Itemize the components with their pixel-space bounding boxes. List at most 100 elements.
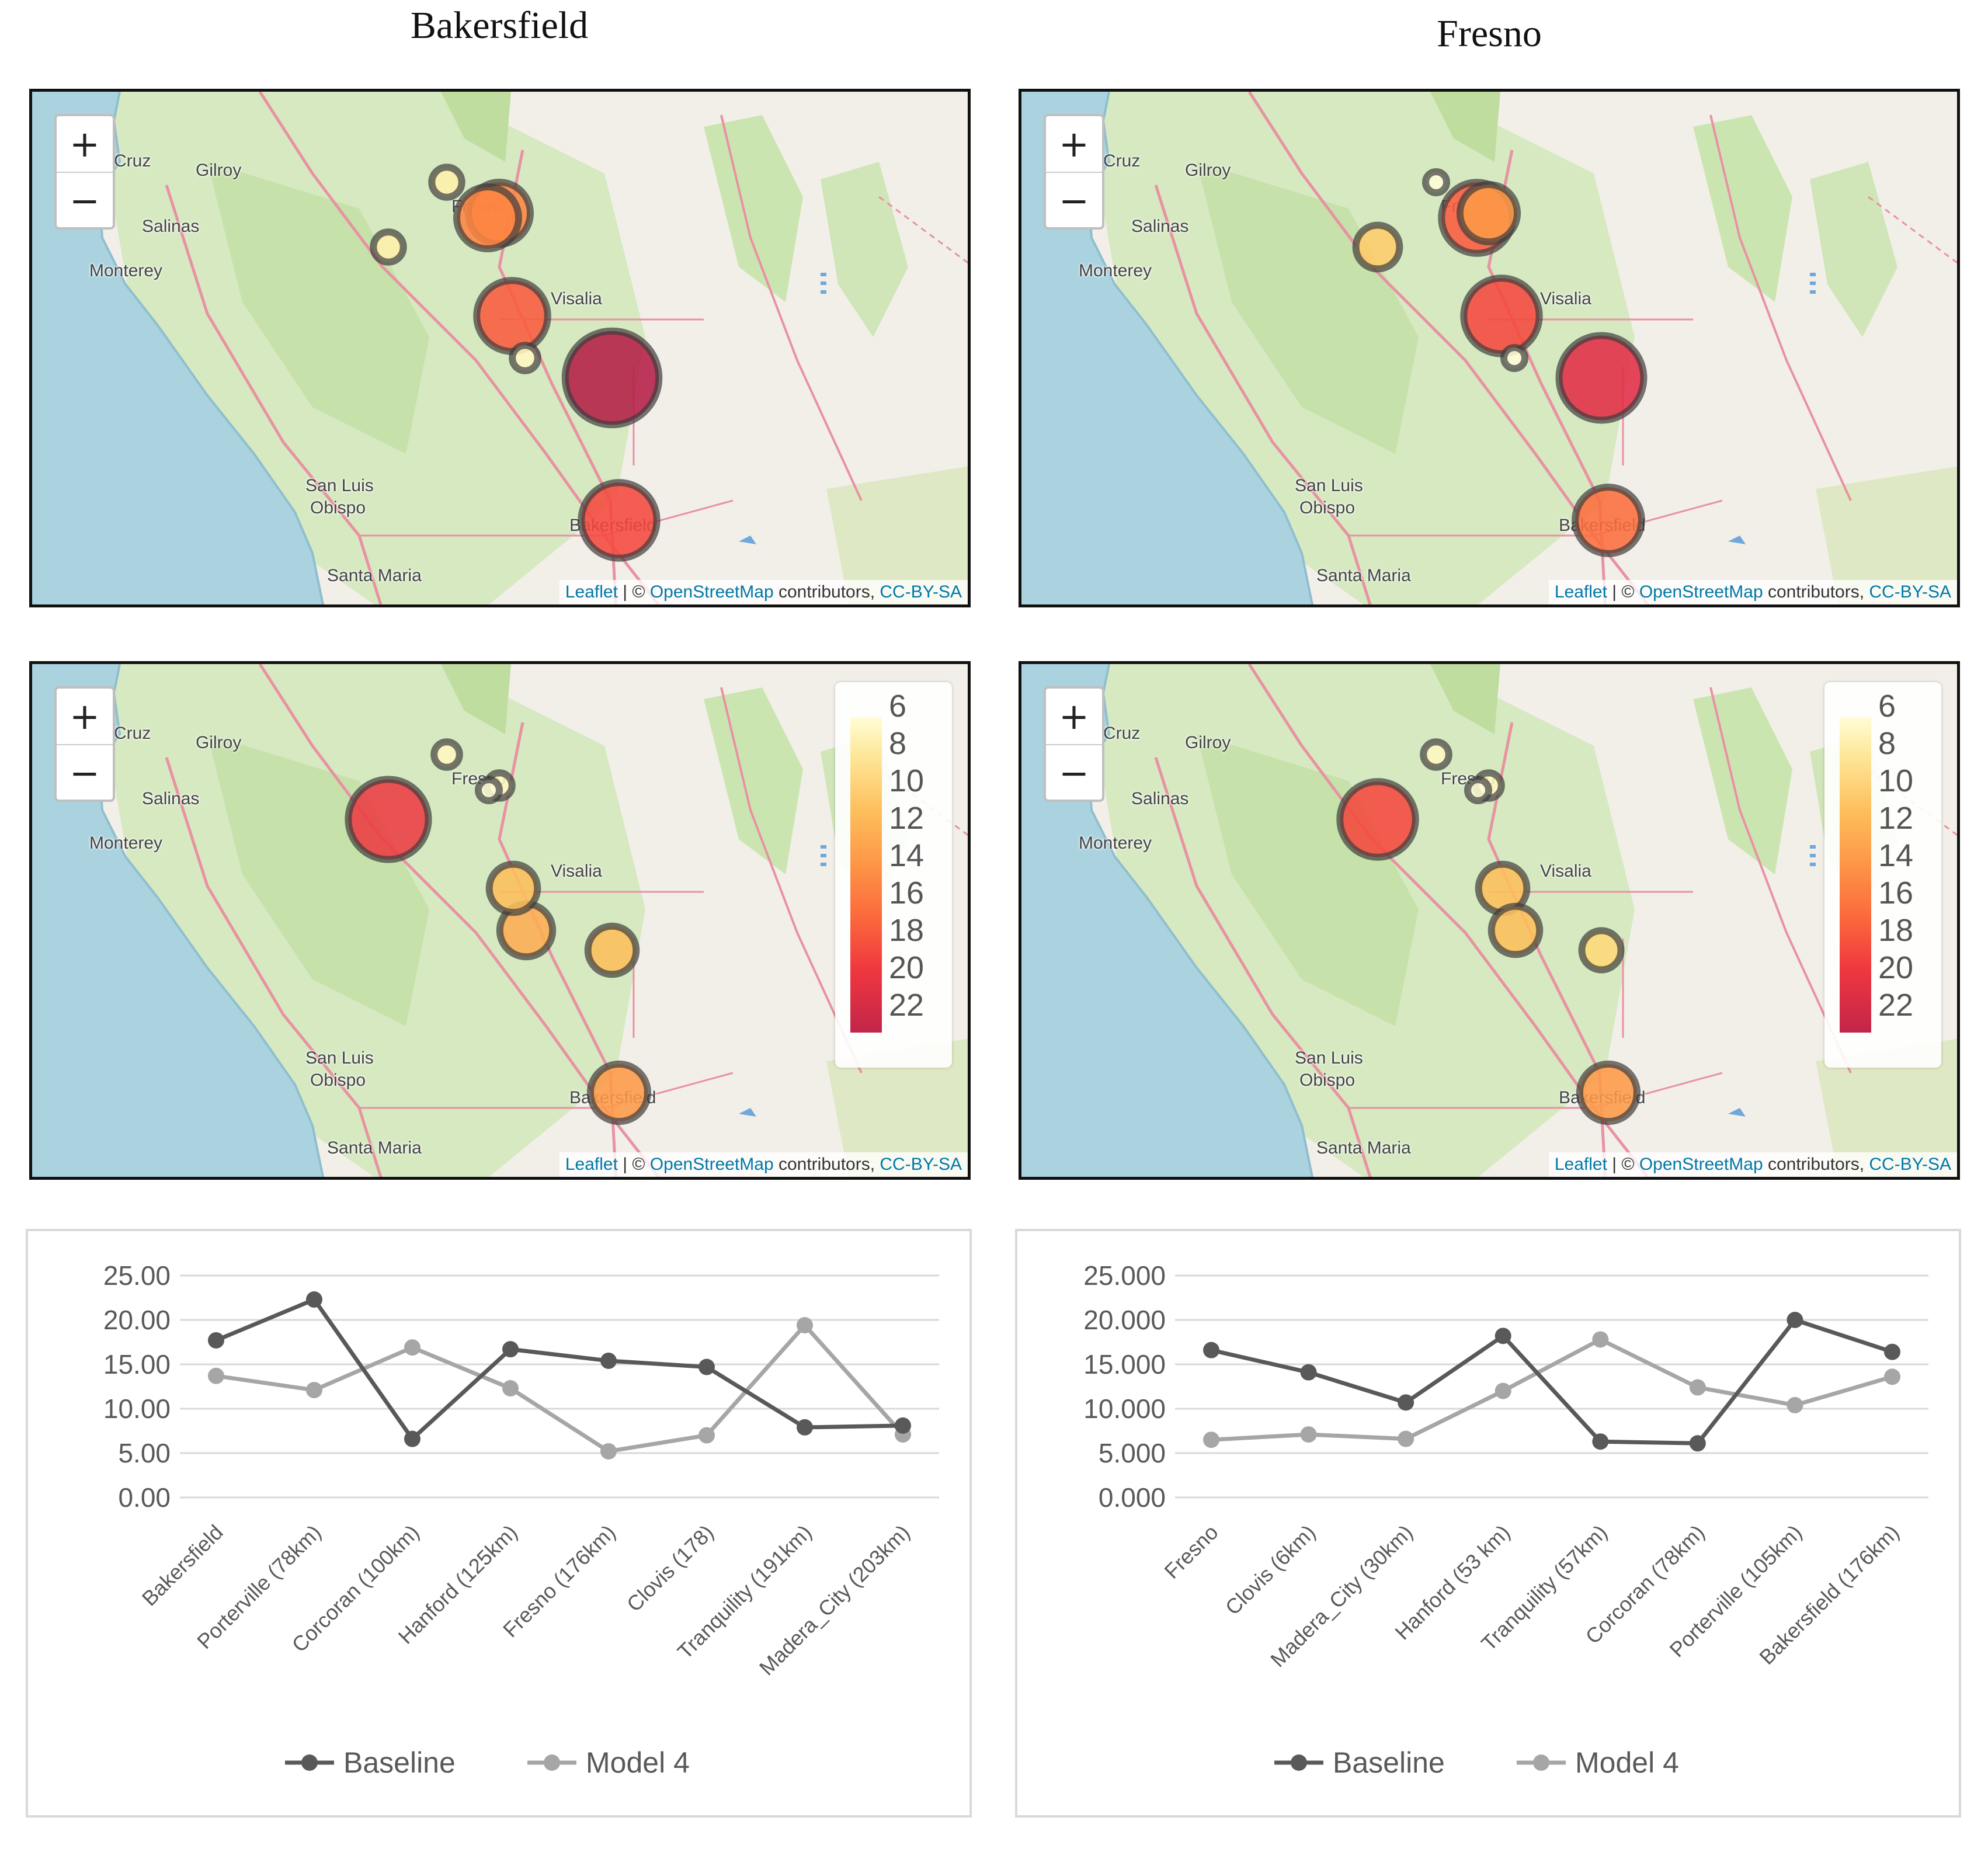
place-label: Gilroy (196, 733, 242, 752)
map-fresno-baseline[interactable]: Cruz Gilroy Salinas Monterey Visalia Fre… (1019, 89, 1960, 607)
legend-label: 22 (1878, 988, 1914, 1023)
license-link[interactable]: CC-BY-SA (880, 582, 962, 602)
line-chart-bakersfield: 0.00 5.00 10.00 15.00 20.00 25.00 Bakersfield P… (26, 1229, 972, 1818)
zoom-out-button[interactable]: − (69, 179, 100, 222)
leaflet-link[interactable]: Leaflet (565, 1155, 618, 1174)
data-point (1203, 1431, 1219, 1448)
leaflet-link[interactable]: Leaflet (1554, 1155, 1607, 1174)
place-label: Santa Maria (327, 1138, 422, 1158)
leaflet-link[interactable]: Leaflet (565, 582, 618, 602)
station-bubble-madera_city[interactable] (1420, 738, 1452, 771)
data-point (404, 1339, 420, 1356)
attribution-sep: | © (617, 1155, 650, 1174)
series-line-baseline (215, 1297, 903, 1442)
column-title-fresno: Fresno (1437, 12, 1542, 55)
station-bubble-madera_city[interactable] (370, 228, 407, 266)
license-link[interactable]: CC-BY-SA (880, 1155, 962, 1174)
license-link[interactable]: CC-BY-SA (1869, 1155, 1951, 1174)
x-tick-label: Clovis (6km) (1221, 1520, 1320, 1620)
zoom-out-button[interactable]: − (1059, 179, 1089, 222)
place-label: Visalia (551, 861, 602, 881)
station-bubble-bakersfield[interactable] (586, 1060, 652, 1125)
station-bubble-bakersfield[interactable] (1572, 484, 1645, 557)
station-bubble-fresno[interactable] (453, 183, 522, 252)
place-label: San Luis (305, 476, 374, 495)
line-chart-fresno: 0.000 5.000 10.000 15.000 20.000 25.000 Fresno… (1015, 1229, 1961, 1818)
data-point (502, 1380, 519, 1397)
station-bubble-hanford[interactable] (1460, 275, 1543, 357)
data-point (208, 1332, 224, 1349)
place-label: Monterey (89, 833, 163, 853)
station-bubble-madera_city[interactable] (1352, 221, 1403, 273)
series-line-model-4 (216, 1322, 905, 1454)
y-tick-label: 0.00 (118, 1482, 171, 1513)
attribution-contrib: contributors, (1763, 1155, 1869, 1174)
legend-label: Baseline (1333, 1746, 1445, 1779)
data-point (797, 1317, 813, 1334)
station-bubble-tranquility[interactable] (428, 164, 465, 201)
zoom-in-button[interactable]: + (1046, 689, 1102, 745)
data-point (1398, 1394, 1414, 1411)
station-bubble-bakersfield[interactable] (578, 479, 661, 562)
station-bubble-corcoran[interactable] (509, 342, 541, 374)
data-point (1300, 1364, 1317, 1381)
map-basemap[interactable] (32, 92, 971, 607)
station-bubble-tranquility[interactable] (1336, 778, 1419, 861)
station-bubble-porterville[interactable] (561, 327, 663, 429)
osm-link[interactable]: OpenStreetMap (649, 582, 774, 602)
station-bubble-clovis[interactable] (1456, 180, 1521, 246)
y-tick-label: 15.00 (103, 1349, 171, 1380)
data-point (797, 1419, 813, 1436)
x-tick-label: Bakersfield (137, 1520, 228, 1611)
color-legend: 6 8 10 12 14 16 18 20 22 (1824, 682, 1941, 1068)
station-bubble-tranquility[interactable] (345, 776, 432, 863)
legend-label: 8 (889, 726, 907, 761)
osm-link[interactable]: OpenStreetMap (1639, 1155, 1763, 1174)
station-bubble-fresno[interactable] (475, 776, 503, 804)
leaflet-link[interactable]: Leaflet (1554, 582, 1607, 602)
data-point (600, 1352, 617, 1369)
y-tick-label: 0.000 (1099, 1482, 1166, 1513)
station-bubble-porterville[interactable] (1578, 927, 1625, 974)
legend-label: 12 (1878, 801, 1914, 836)
data-point (600, 1443, 617, 1460)
station-bubble-corcoran[interactable] (1500, 344, 1528, 372)
station-bubble-bakersfield[interactable] (1576, 1060, 1641, 1125)
attribution-sep: | © (617, 582, 650, 602)
y-tick-label: 20.00 (103, 1305, 171, 1335)
station-bubble-hanford[interactable] (473, 277, 551, 355)
station-bubble-porterville[interactable] (1555, 332, 1648, 424)
license-link[interactable]: CC-BY-SA (1869, 582, 1951, 602)
zoom-out-button[interactable]: − (1059, 752, 1089, 794)
attribution-contrib: contributors, (1763, 582, 1869, 602)
map-attribution: Leaflet | © OpenStreetMap contributors, … (1548, 1152, 1957, 1177)
station-bubble-hanford[interactable] (485, 860, 541, 916)
station-bubble-madera_city[interactable] (430, 738, 463, 771)
station-bubble-fresno[interactable] (1464, 776, 1492, 804)
zoom-in-button[interactable]: + (57, 116, 113, 173)
legend-marker (544, 1754, 560, 1771)
attribution-contrib: contributors, (773, 582, 880, 602)
map-fresno-model4[interactable]: Cruz Gilroy Salinas Monterey Visalia Fre… (1019, 661, 1960, 1180)
zoom-in-button[interactable]: + (57, 689, 113, 745)
map-bakersfield-baseline[interactable]: Cruz Gilroy Salinas Monterey Visalia Fre… (29, 89, 971, 607)
osm-link[interactable]: OpenStreetMap (649, 1155, 774, 1174)
osm-link[interactable]: OpenStreetMap (1639, 582, 1763, 602)
color-legend: 6 8 10 12 14 16 18 20 22 (835, 682, 952, 1068)
place-label: Obispo (310, 1071, 366, 1090)
zoom-in-button[interactable]: + (1046, 116, 1102, 173)
place-label: Obispo (1299, 1071, 1356, 1090)
place-label: San Luis (1295, 1048, 1363, 1068)
place-label: Cruz (1103, 724, 1141, 743)
legend-label: 16 (889, 875, 925, 911)
station-bubble-corcoran[interactable] (1487, 902, 1544, 958)
place-label: Cruz (1103, 151, 1141, 171)
place-label: Visalia (1540, 861, 1591, 881)
legend-label: 22 (889, 988, 925, 1023)
zoom-control: + − (1044, 686, 1104, 802)
zoom-out-button[interactable]: − (69, 752, 100, 794)
station-bubble-porterville[interactable] (584, 922, 640, 978)
station-bubble-tranquility[interactable] (1422, 168, 1450, 196)
column-title-bakersfield: Bakersfield (410, 4, 589, 47)
map-bakersfield-model4[interactable]: Cruz Gilroy Salinas Monterey Visalia Fre… (29, 661, 971, 1180)
